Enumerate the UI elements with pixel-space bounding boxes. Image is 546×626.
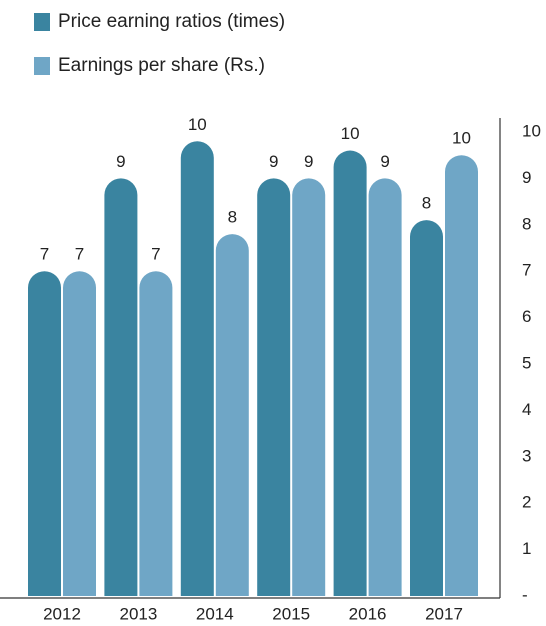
- data-label: 10: [341, 124, 360, 143]
- data-label: 8: [228, 208, 237, 227]
- data-label: 9: [380, 152, 389, 171]
- bar: [215, 234, 249, 596]
- x-tick-label: 2016: [349, 604, 387, 623]
- data-label: 10: [452, 129, 471, 148]
- data-label: 9: [269, 152, 278, 171]
- bar: [445, 155, 478, 596]
- bar: [63, 271, 96, 596]
- y-tick-label: 3: [522, 446, 531, 465]
- x-tick-label: 2017: [425, 604, 463, 623]
- y-tick-label: 1: [522, 539, 531, 558]
- y-tick-label: 2: [522, 493, 531, 512]
- x-tick-label: 2015: [272, 604, 310, 623]
- data-label: 9: [304, 152, 313, 171]
- y-tick-label: 7: [522, 261, 531, 280]
- bar: [292, 178, 326, 596]
- y-tick-label: 5: [522, 353, 531, 372]
- legend-swatch: [34, 13, 50, 31]
- bar: [257, 178, 291, 596]
- y-tick-label: 10: [522, 121, 541, 140]
- y-tick-label: 6: [522, 307, 531, 326]
- data-label: 7: [75, 245, 84, 264]
- data-label: 7: [40, 245, 49, 264]
- bar: [410, 220, 443, 596]
- x-tick-label: 2013: [119, 604, 157, 623]
- bar: [180, 141, 214, 596]
- bar: [139, 271, 173, 596]
- data-label: 7: [151, 245, 160, 264]
- y-tick-label: -: [522, 585, 528, 604]
- legend-swatch: [34, 57, 50, 75]
- y-tick-label: 9: [522, 168, 531, 187]
- legend-text: Earnings per share (Rs.): [58, 55, 265, 76]
- legend-text: Price earning ratios (times): [58, 11, 285, 32]
- bar: [333, 150, 367, 596]
- bar: [104, 178, 138, 597]
- x-tick-label: 2014: [196, 604, 234, 623]
- data-label: 9: [116, 152, 125, 171]
- y-tick-label: 4: [522, 400, 531, 419]
- x-tick-label: 2012: [43, 604, 81, 623]
- bar: [28, 271, 61, 596]
- data-label: 8: [422, 194, 431, 213]
- bar: [368, 178, 402, 596]
- y-tick-label: 8: [522, 214, 531, 233]
- data-label: 10: [188, 115, 207, 134]
